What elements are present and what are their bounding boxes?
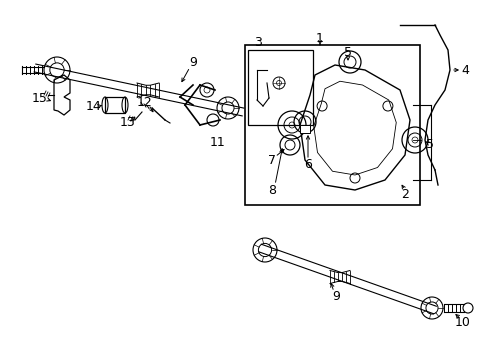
Text: 6: 6 [304,158,312,171]
Text: 10: 10 [455,315,471,328]
Text: 5: 5 [344,46,352,59]
Text: 12: 12 [137,96,153,109]
Text: 2: 2 [401,189,409,202]
Bar [105,97,125,113]
Text: 9: 9 [189,55,197,68]
Text: 14: 14 [86,100,102,113]
Text: 4: 4 [461,63,469,77]
Text: 5: 5 [426,139,434,152]
Text: 8: 8 [268,184,276,197]
Text: 7: 7 [268,153,276,166]
Text: 9: 9 [332,289,340,302]
Bar [245,45,420,205]
Text: 13: 13 [120,116,136,129]
Text: 11: 11 [210,135,226,148]
Bar [248,50,313,125]
Text: 3: 3 [254,36,262,49]
Text: 1: 1 [316,31,324,45]
Text: 15: 15 [32,93,48,105]
Bar [300,125,310,133]
